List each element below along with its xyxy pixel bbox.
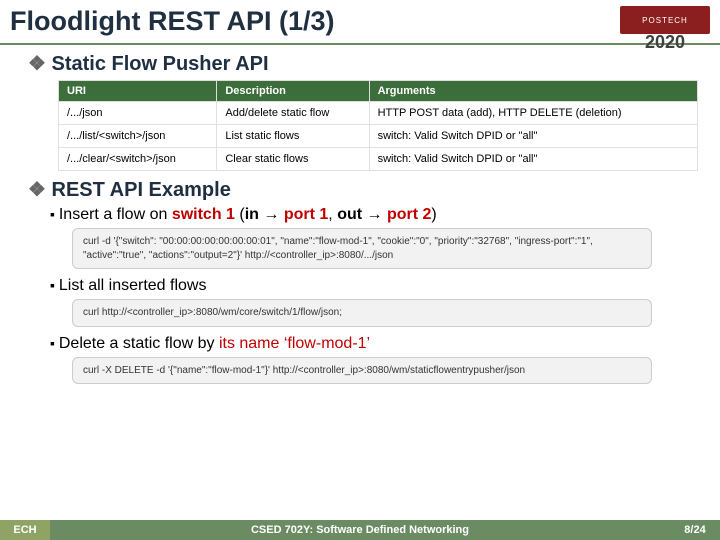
example-delete-heading: Delete a static flow by its name ‘flow-m… (50, 335, 702, 353)
cell-uri: /.../clear/<switch>/json (59, 148, 217, 171)
cell-uri: /.../json (59, 102, 217, 125)
cell-desc: Clear static flows (217, 148, 369, 171)
footer-left: ECH (0, 520, 50, 540)
port2-label: port 2 (387, 206, 431, 223)
slide: POSTECH 2020 Floodlight REST API (1/3) S… (0, 0, 720, 540)
col-uri: URI (59, 81, 217, 102)
footer-course: CSED 702Y: Software Defined Networking (50, 520, 670, 540)
logo-year: 2020 (620, 32, 710, 53)
table-row: /.../clear/<switch>/json Clear static fl… (59, 148, 698, 171)
slide-title: Floodlight REST API (1/3) (0, 0, 720, 43)
footer-page: 8/24 (670, 520, 720, 540)
example-insert-heading: Insert a flow on switch 1 (in → port 1, … (50, 206, 702, 224)
example-list-heading: List all inserted flows (50, 277, 702, 295)
in-label: in (245, 206, 259, 223)
api-table: URI Description Arguments /.../json Add/… (58, 80, 698, 171)
cell-uri: /.../list/<switch>/json (59, 125, 217, 148)
section-example-heading: REST API Example (28, 177, 702, 202)
text: , (328, 206, 337, 223)
cell-args: switch: Valid Switch DPID or "all" (369, 125, 697, 148)
text: Insert a flow on (59, 206, 172, 223)
arrow-icon: → (259, 206, 284, 223)
logo-brand: POSTECH (620, 6, 710, 34)
table-header-row: URI Description Arguments (59, 81, 698, 102)
logo: POSTECH 2020 (620, 6, 710, 53)
out-label: out (337, 206, 362, 223)
cell-desc: List static flows (217, 125, 369, 148)
text: ) (431, 206, 436, 223)
port1-label: port 1 (284, 206, 328, 223)
text: ( (235, 206, 245, 223)
code-list: curl http://<controller_ip>:8080/wm/core… (72, 299, 652, 327)
section-static-flow-heading: Static Flow Pusher API (28, 51, 702, 76)
table-row: /.../list/<switch>/json List static flow… (59, 125, 698, 148)
col-description: Description (217, 81, 369, 102)
cell-args: HTTP POST data (add), HTTP DELETE (delet… (369, 102, 697, 125)
code-delete: curl -X DELETE -d '{"name":"flow-mod-1"}… (72, 357, 652, 385)
switch-label: switch 1 (172, 206, 235, 223)
col-arguments: Arguments (369, 81, 697, 102)
arrow-icon: → (362, 206, 387, 223)
cell-desc: Add/delete static flow (217, 102, 369, 125)
cell-args: switch: Valid Switch DPID or "all" (369, 148, 697, 171)
content: Static Flow Pusher API URI Description A… (0, 51, 720, 384)
flow-name-label: its name ‘flow-mod-1’ (219, 335, 370, 352)
footer: ECH CSED 702Y: Software Defined Networki… (0, 520, 720, 540)
table-row: /.../json Add/delete static flow HTTP PO… (59, 102, 698, 125)
title-underline (0, 43, 720, 45)
text: Delete a static flow by (59, 335, 219, 352)
code-insert: curl -d '{"switch": "00:00:00:00:00:00:0… (72, 228, 652, 269)
